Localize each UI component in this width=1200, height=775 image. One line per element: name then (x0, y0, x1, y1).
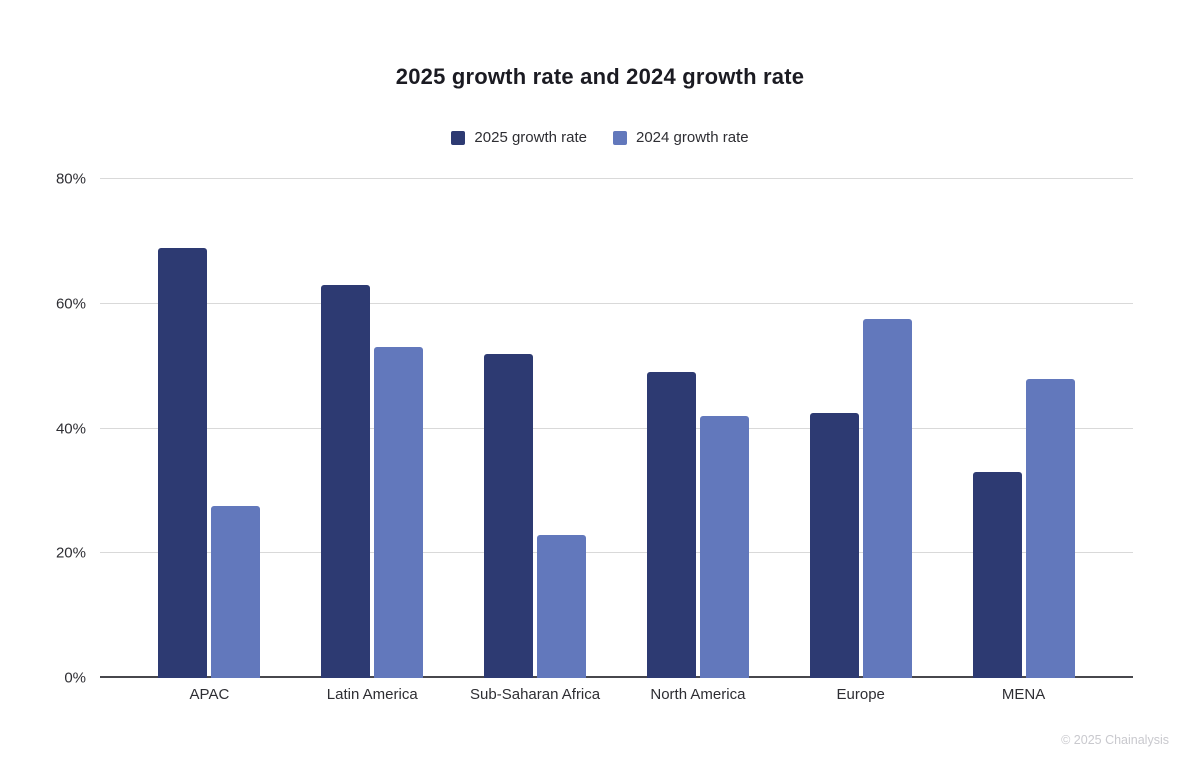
gridline-40 (100, 427, 1133, 429)
x-axis-label-latin-america: Latin America (326, 686, 418, 703)
x-axis-label-mena: MENA (1001, 686, 1046, 703)
gridline-60 (100, 302, 1133, 304)
y-tick-label-80: 80% (55, 170, 86, 188)
y-axis-labels: 0% 20% 40% 60% 80% (0, 171, 92, 687)
x-axis-labels: APAC Latin America Sub-Saharan Africa North… (100, 686, 1133, 703)
bar-2024-mena (1025, 378, 1075, 678)
legend: 2025 growth rate 2024 growth rate (0, 129, 1200, 146)
bars-area (100, 179, 1133, 678)
copyright-text: © 2025 Chainalysis (1061, 733, 1169, 747)
bar-2025-mena (972, 472, 1022, 678)
bar-2025-apac (158, 247, 208, 678)
legend-swatch-2024 (613, 130, 627, 145)
legend-label-2025: 2025 growth rate (474, 129, 587, 146)
x-axis-label-north-america: North America (650, 686, 746, 703)
chart-title: 2025 growth rate and 2024 growth rate (395, 64, 805, 89)
legend-item-2024: 2024 growth rate (613, 129, 749, 146)
gridline-0 (100, 676, 1133, 678)
bar-2025-latin-america (321, 285, 371, 678)
x-axis-label-europe: Europe (836, 686, 885, 703)
bar-group-latin-america (291, 179, 454, 678)
y-tick-label-0: 0% (64, 669, 86, 687)
plot-area (100, 178, 1133, 678)
bar-2024-north-america (699, 416, 749, 678)
bar-2025-sub-saharan-africa (484, 353, 534, 678)
y-tick-label-40: 40% (55, 420, 86, 437)
bar-2024-sub-saharan-africa (537, 534, 587, 678)
x-axis-label-sub-saharan-africa: Sub-Saharan Africa (470, 686, 601, 703)
y-tick-label-60: 60% (55, 295, 86, 313)
bar-group-mena (942, 179, 1105, 678)
bar-2025-north-america (646, 372, 696, 678)
bar-2024-europe (862, 319, 912, 678)
bar-group-sub-saharan-africa (454, 179, 617, 678)
bar-2024-apac (211, 506, 261, 678)
legend-swatch-2025 (451, 130, 466, 145)
bar-group-europe (779, 179, 942, 678)
bar-2025-europe (809, 412, 859, 678)
bar-group-apac (128, 179, 291, 678)
legend-label-2024: 2024 growth rate (636, 129, 749, 146)
bar-group-north-america (616, 179, 779, 678)
gridline-80 (100, 178, 1133, 179)
legend-item-2025: 2025 growth rate (451, 129, 587, 146)
bar-2024-latin-america (374, 347, 424, 678)
gridline-20 (100, 552, 1133, 554)
x-axis-label-apac: APAC (189, 686, 230, 703)
y-tick-label-20: 20% (55, 544, 86, 562)
